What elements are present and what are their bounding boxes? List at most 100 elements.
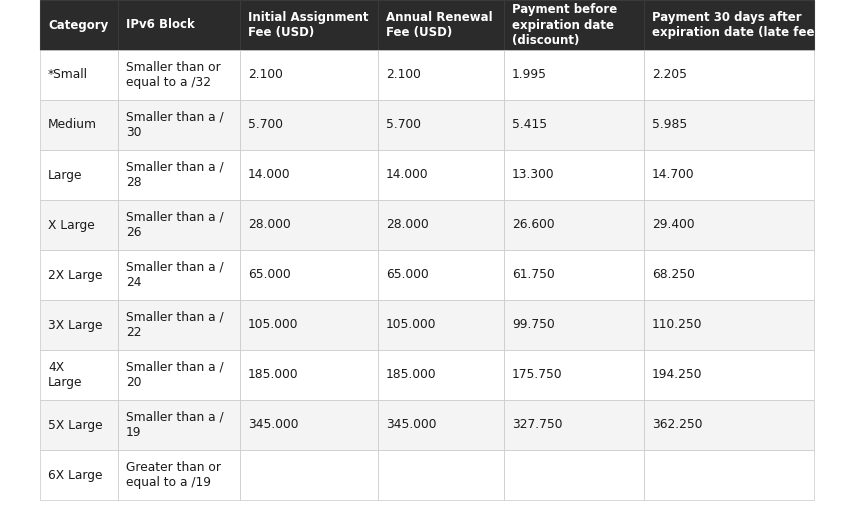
Text: 105.000: 105.000 [386, 319, 436, 331]
Text: 14.000: 14.000 [247, 169, 290, 181]
Text: Medium: Medium [48, 119, 97, 131]
Bar [40, 200, 118, 250]
Text: Large: Large [48, 169, 83, 181]
Text: 5.985: 5.985 [651, 119, 687, 131]
Bar [40, 50, 118, 100]
Bar [118, 0, 240, 50]
Bar [643, 300, 813, 350]
Bar [643, 150, 813, 200]
Bar [643, 450, 813, 500]
Text: 5.700: 5.700 [247, 119, 282, 131]
Text: 28.000: 28.000 [386, 219, 428, 231]
Text: 29.400: 29.400 [651, 219, 693, 231]
Text: 327.750: 327.750 [512, 419, 562, 431]
Bar [40, 150, 118, 200]
Bar [240, 100, 378, 150]
Text: *Small: *Small [48, 69, 88, 81]
Text: Annual Renewal
Fee (USD): Annual Renewal Fee (USD) [386, 11, 492, 39]
Bar [378, 0, 503, 50]
Bar [378, 400, 503, 450]
Text: 6X Large: 6X Large [48, 469, 102, 481]
Bar [40, 400, 118, 450]
Bar [378, 100, 503, 150]
Text: Payment before
expiration date
(discount): Payment before expiration date (discount… [512, 3, 617, 47]
Text: Payment 30 days after
expiration date (late fee): Payment 30 days after expiration date (l… [651, 11, 819, 39]
Text: Smaller than a /
22: Smaller than a / 22 [126, 311, 223, 339]
Text: Smaller than a /
26: Smaller than a / 26 [126, 211, 223, 239]
Text: 185.000: 185.000 [386, 369, 436, 381]
Bar [240, 250, 378, 300]
Text: Smaller than a /
19: Smaller than a / 19 [126, 411, 223, 439]
Text: 110.250: 110.250 [651, 319, 702, 331]
Bar [240, 150, 378, 200]
Text: 28.000: 28.000 [247, 219, 290, 231]
Text: 61.750: 61.750 [512, 269, 554, 281]
Bar [503, 400, 643, 450]
Bar [503, 50, 643, 100]
Text: 5.415: 5.415 [512, 119, 547, 131]
Text: 362.250: 362.250 [651, 419, 702, 431]
Bar [643, 50, 813, 100]
Text: Greater than or
equal to a /19: Greater than or equal to a /19 [126, 461, 221, 489]
Text: 65.000: 65.000 [247, 269, 290, 281]
Bar [240, 400, 378, 450]
Bar [40, 350, 118, 400]
Text: 105.000: 105.000 [247, 319, 299, 331]
Bar [240, 0, 378, 50]
Text: 13.300: 13.300 [512, 169, 554, 181]
Bar [40, 100, 118, 150]
Bar [503, 250, 643, 300]
Text: 5.700: 5.700 [386, 119, 421, 131]
Bar [118, 350, 240, 400]
Bar [643, 350, 813, 400]
Bar [40, 0, 118, 50]
Bar [378, 150, 503, 200]
Text: 2X Large: 2X Large [48, 269, 102, 281]
Bar [118, 100, 240, 150]
Bar [378, 50, 503, 100]
Bar [240, 300, 378, 350]
Bar [378, 250, 503, 300]
Bar [378, 350, 503, 400]
Bar [503, 200, 643, 250]
Bar [40, 450, 118, 500]
Text: Smaller than a /
24: Smaller than a / 24 [126, 261, 223, 289]
Text: 2.100: 2.100 [247, 69, 282, 81]
Bar [378, 450, 503, 500]
Text: 175.750: 175.750 [512, 369, 562, 381]
Bar [118, 450, 240, 500]
Bar [503, 150, 643, 200]
Bar [40, 250, 118, 300]
Text: 3X Large: 3X Large [48, 319, 102, 331]
Text: Category: Category [48, 19, 108, 31]
Bar [118, 150, 240, 200]
Text: Smaller than a /
28: Smaller than a / 28 [126, 161, 223, 189]
Bar [118, 50, 240, 100]
Text: Smaller than a /
30: Smaller than a / 30 [126, 111, 223, 139]
Bar [503, 450, 643, 500]
Text: 26.600: 26.600 [512, 219, 554, 231]
Text: Smaller than or
equal to a /32: Smaller than or equal to a /32 [126, 61, 220, 89]
Bar [240, 350, 378, 400]
Text: 185.000: 185.000 [247, 369, 299, 381]
Text: 2.100: 2.100 [386, 69, 421, 81]
Bar [643, 250, 813, 300]
Bar [503, 0, 643, 50]
Bar [643, 100, 813, 150]
Bar [240, 200, 378, 250]
Text: 2.205: 2.205 [651, 69, 686, 81]
Text: 5X Large: 5X Large [48, 419, 102, 431]
Text: X Large: X Large [48, 219, 95, 231]
Text: 4X
Large: 4X Large [48, 361, 83, 389]
Text: 345.000: 345.000 [247, 419, 299, 431]
Bar [118, 200, 240, 250]
Bar [643, 0, 813, 50]
Bar [378, 200, 503, 250]
Text: 99.750: 99.750 [512, 319, 554, 331]
Text: 65.000: 65.000 [386, 269, 428, 281]
Text: 1.995: 1.995 [512, 69, 547, 81]
Text: 345.000: 345.000 [386, 419, 436, 431]
Text: IPv6 Block: IPv6 Block [126, 19, 194, 31]
Bar [118, 250, 240, 300]
Bar [503, 300, 643, 350]
